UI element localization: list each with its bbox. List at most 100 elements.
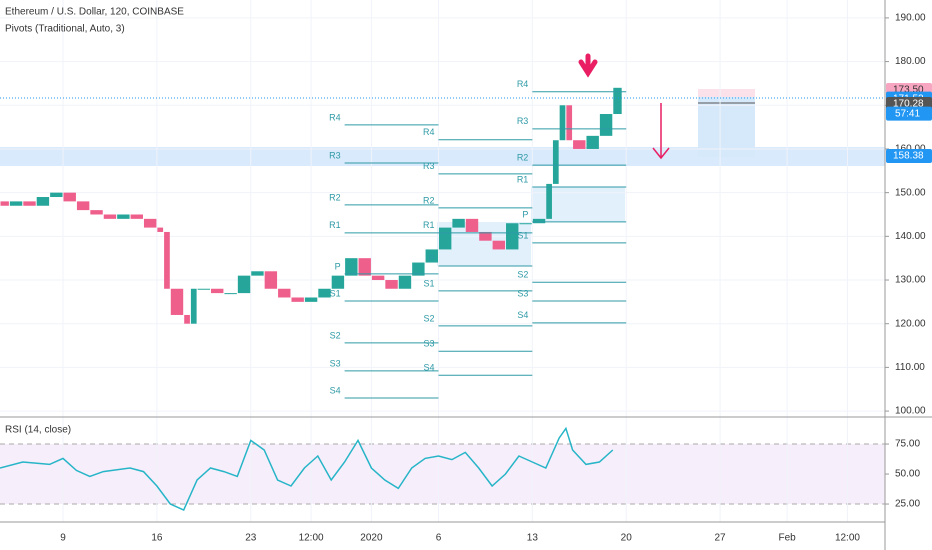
candle — [264, 271, 278, 289]
candle — [103, 214, 117, 219]
candle — [566, 105, 573, 141]
candle — [251, 271, 264, 276]
pivot-label: P — [335, 261, 341, 271]
y-tick-label: 110.00 — [895, 362, 925, 373]
candle — [170, 288, 184, 315]
rsi-band — [0, 444, 885, 505]
position-target — [698, 97, 755, 157]
candle — [237, 275, 251, 294]
x-tick-label: 12:00 — [835, 533, 860, 544]
candle — [465, 218, 479, 232]
candle — [452, 218, 465, 228]
pivot-label: R4 — [329, 112, 341, 122]
y-tick-label: 50.00 — [895, 469, 920, 480]
pivot-label: S1 — [517, 230, 528, 240]
pivot-label: S2 — [423, 313, 434, 323]
candle — [224, 293, 237, 295]
candle — [157, 227, 164, 232]
candle — [291, 297, 304, 302]
y-tick-label: 100.00 — [895, 406, 926, 417]
candle — [573, 140, 586, 149]
candle — [331, 275, 345, 289]
pivot-label: S3 — [423, 339, 434, 349]
pivot-label: R3 — [517, 116, 529, 126]
candle — [76, 201, 90, 211]
pivot-label: R4 — [517, 79, 529, 89]
candle — [23, 201, 36, 206]
candle — [358, 258, 371, 276]
candle — [345, 258, 358, 276]
pivot-label: R2 — [329, 192, 341, 202]
pivot-label: S3 — [330, 358, 341, 368]
pivot-label: S1 — [330, 288, 341, 298]
candle — [184, 314, 190, 324]
pivot-label: R1 — [517, 174, 529, 184]
pivot-label: S4 — [517, 310, 528, 320]
zone-band — [0, 147, 885, 166]
candle — [130, 214, 143, 219]
y-tick-label: 190.00 — [895, 13, 926, 24]
pivot-label: R2 — [517, 153, 529, 163]
candle — [532, 218, 546, 224]
pivot-label: S2 — [517, 270, 528, 280]
candle — [599, 114, 613, 136]
candle — [479, 231, 492, 241]
arrow-down — [578, 53, 598, 78]
arrow-down-thin — [652, 103, 670, 160]
candle — [143, 218, 157, 228]
candle — [36, 197, 50, 206]
pivot-label: R4 — [423, 127, 435, 137]
plot: R4 R3 R2 R1 P S1 S2 S3 S4 R4 R3 R2 R1 P S1 S2 S3 S4 R4 R3 R2… — [0, 79, 627, 511]
pivot-label: S3 — [517, 288, 528, 298]
y-tick-label: 25.00 — [895, 499, 920, 510]
y-tick-label: 150.00 — [895, 187, 926, 198]
pivot-label: S1 — [423, 278, 434, 288]
candle — [117, 214, 130, 219]
candle — [398, 275, 412, 289]
pivot-label: R2 — [423, 195, 435, 205]
candle — [519, 223, 532, 225]
candle — [412, 262, 425, 276]
candle — [90, 210, 103, 215]
x-tick-label: 16 — [151, 533, 163, 544]
pivot-label: P — [428, 253, 434, 263]
pivot-label: S4 — [423, 363, 434, 373]
price-label: 173.50 — [893, 85, 924, 96]
x-tick-label: 13 — [527, 533, 539, 544]
candle — [50, 192, 63, 198]
rsi-line — [0, 426, 614, 511]
countdown-box — [886, 106, 932, 121]
candle — [304, 297, 318, 302]
pivot-label: R1 — [423, 220, 435, 230]
pivot-label: P — [522, 209, 528, 219]
position-stop — [698, 89, 755, 97]
pivot-label: R1 — [329, 220, 341, 230]
x-tick-label: Feb — [778, 533, 796, 544]
x-tick-label: 20 — [621, 533, 633, 544]
y-tick-label: 140.00 — [895, 231, 926, 242]
y-tick-label: 75.00 — [895, 439, 920, 450]
candle — [190, 288, 197, 324]
candle — [559, 105, 566, 141]
y-tick-label: 180.00 — [895, 56, 926, 67]
pivot-label: S4 — [330, 385, 341, 395]
y-tick-label: 130.00 — [895, 275, 926, 286]
x-tick-label: 9 — [60, 533, 66, 544]
indicator-title: Pivots (Traditional, Auto, 3) — [5, 24, 125, 35]
countdown: 57:41 — [895, 108, 920, 119]
candle — [197, 288, 211, 290]
pivot-label: S2 — [330, 330, 341, 340]
price-label: 158.38 — [893, 151, 924, 162]
candle — [506, 223, 519, 250]
candle — [0, 201, 9, 206]
candle — [613, 87, 622, 115]
x-tick-label: 23 — [245, 533, 257, 544]
rsi-title: RSI (14, close) — [5, 425, 71, 436]
candle — [586, 135, 599, 149]
candle — [371, 275, 385, 281]
price-label: 170.28 — [893, 99, 924, 110]
x-tick-label: 6 — [436, 533, 442, 544]
candle — [425, 249, 438, 263]
y-tick-label: 120.00 — [895, 318, 926, 329]
